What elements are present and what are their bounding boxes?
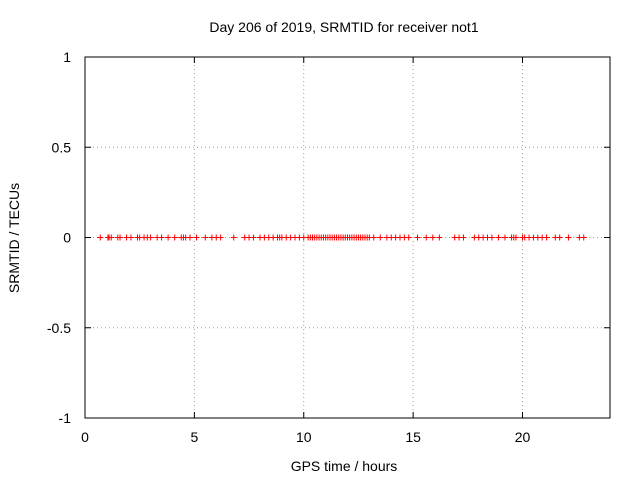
data-point (187, 234, 193, 241)
data-point (217, 234, 224, 241)
y-tick-label: -0.5 (47, 320, 71, 336)
data-point (495, 234, 502, 241)
data-point (370, 234, 377, 241)
data-point (405, 234, 412, 241)
chart-title: Day 206 of 2019, SRMTID for receiver not… (209, 19, 478, 35)
y-tick-label: 1 (63, 49, 71, 65)
data-point (502, 234, 508, 241)
data-point (97, 234, 104, 241)
y-tick-label: 0.5 (52, 139, 72, 155)
data-point (436, 234, 443, 241)
axis-ticks: 0 5 10 15 20 -1 -0.5 0 0.5 1 (47, 49, 610, 445)
data-point (202, 234, 209, 241)
data-point (377, 234, 384, 241)
data-point (556, 234, 563, 241)
x-tick-label: 10 (296, 429, 312, 445)
data-point (414, 234, 421, 241)
data-point (165, 234, 172, 241)
x-axis-label: GPS time / hours (291, 458, 398, 474)
data-point (250, 234, 257, 241)
data-points (97, 234, 587, 241)
data-point (565, 234, 572, 241)
data-point (543, 234, 550, 241)
y-tick-label: -1 (59, 410, 72, 426)
data-point (429, 234, 436, 241)
data-point (108, 234, 115, 241)
data-point (488, 234, 495, 241)
data-point (158, 234, 165, 241)
data-point (512, 234, 519, 241)
y-axis-label: SRMTID / TECUs (6, 183, 22, 293)
data-point (117, 234, 123, 241)
data-point (171, 234, 178, 241)
data-point (127, 234, 134, 241)
data-point (580, 234, 587, 241)
data-point (460, 234, 467, 241)
y-tick-label: 0 (63, 230, 71, 246)
x-tick-label: 0 (81, 429, 89, 445)
data-point (230, 234, 237, 241)
x-tick-label: 5 (190, 429, 198, 445)
data-point (147, 234, 154, 241)
data-point (423, 234, 430, 241)
data-point (193, 234, 200, 241)
x-tick-label: 15 (405, 429, 421, 445)
x-tick-label: 20 (515, 429, 531, 445)
